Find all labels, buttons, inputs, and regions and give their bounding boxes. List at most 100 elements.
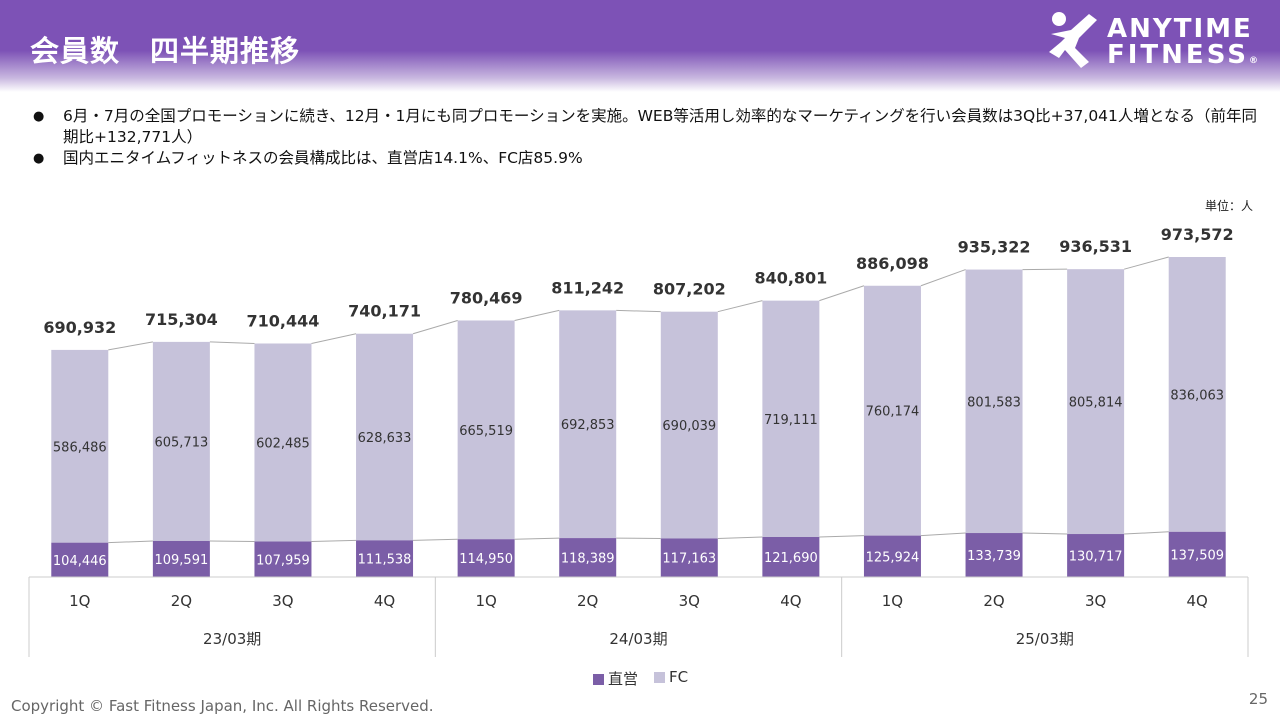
direct-value-label: 118,389 <box>561 552 615 567</box>
period-group-label: 23/03期 <box>203 630 261 648</box>
connector-line-direct <box>108 540 153 544</box>
connector-line-total <box>819 285 865 302</box>
logo-line1: ANYTIME <box>1107 14 1253 44</box>
connector-line-total <box>616 309 661 313</box>
connector-line-total <box>1123 256 1169 270</box>
direct-value-label: 125,924 <box>866 550 920 565</box>
fc-value-label: 836,063 <box>1170 388 1224 403</box>
x-tick-label: 3Q <box>1085 592 1106 610</box>
bar-direct <box>660 538 718 577</box>
total-value-label: 715,304 <box>145 310 218 329</box>
x-tick-label: 3Q <box>679 592 700 610</box>
bullet-item: 6月・7月の全国プロモーションに続き、12月・1月にも同プロモーションを実施。W… <box>33 106 1263 148</box>
total-value-label: 740,171 <box>348 302 421 321</box>
connector-line-direct <box>413 538 458 541</box>
connector-line-total <box>514 309 560 321</box>
bar-direct <box>559 538 617 577</box>
membership-stacked-bar-chart: 586,486 104,446 690,932 605,713 109,591 715,3… <box>28 225 1249 657</box>
bar-direct <box>863 535 921 577</box>
direct-value-label: 117,163 <box>662 552 716 567</box>
chart-legend: 直営 FC <box>593 668 688 689</box>
fc-value-label: 805,814 <box>1069 396 1123 411</box>
x-tick-label: 3Q <box>272 592 293 610</box>
running-man-icon <box>1049 12 1097 68</box>
bar-direct <box>152 540 210 577</box>
connector-line-direct <box>311 539 357 543</box>
bar-fc <box>457 320 515 540</box>
copyright-text: Copyright © Fast Fitness Japan, Inc. All… <box>11 697 434 715</box>
legend-swatch-fc <box>654 672 666 683</box>
bullet-list: 6月・7月の全国プロモーションに続き、12月・1月にも同プロモーションを実施。W… <box>33 106 1263 169</box>
x-tick-label: 2Q <box>577 592 598 610</box>
header-band: 会員数 四半期推移 ANYTIME FITNESS® <box>0 0 1280 92</box>
period-group-label: 25/03期 <box>1016 630 1074 648</box>
direct-value-label: 137,509 <box>1170 548 1224 563</box>
x-tick-label: 4Q <box>374 592 395 610</box>
connector-line-direct <box>717 536 763 539</box>
legend-swatch-direct <box>593 674 604 685</box>
bar-fc <box>762 300 820 538</box>
bar-fc <box>51 349 109 543</box>
connector-line-direct <box>920 532 966 537</box>
brand-logo: ANYTIME FITNESS® <box>1045 8 1270 74</box>
x-tick-label: 2Q <box>983 592 1004 610</box>
connector-line-direct <box>209 540 255 543</box>
connector-line-total <box>920 269 966 287</box>
registered-mark: ® <box>1248 56 1258 66</box>
bar-direct <box>762 537 820 577</box>
legend-item-fc: FC <box>654 668 688 689</box>
total-value-label: 811,242 <box>551 278 624 297</box>
total-value-label: 973,572 <box>1161 225 1234 244</box>
bar-direct <box>254 541 312 577</box>
fc-value-label: 690,039 <box>662 419 716 434</box>
x-tick-label: 2Q <box>171 592 192 610</box>
total-value-label: 807,202 <box>653 280 726 299</box>
fc-value-label: 586,486 <box>53 440 107 455</box>
total-value-label: 886,098 <box>856 254 929 273</box>
fc-value-label: 628,633 <box>358 431 412 446</box>
bar-fc <box>965 269 1023 534</box>
direct-value-label: 114,950 <box>459 552 513 567</box>
direct-value-label: 109,591 <box>154 553 208 568</box>
connector-line-total <box>209 341 255 344</box>
fc-value-label: 605,713 <box>154 435 208 450</box>
connector-line-direct <box>514 537 560 540</box>
direct-value-label: 130,717 <box>1069 550 1123 565</box>
fc-value-label: 602,485 <box>256 437 310 452</box>
bar-fc <box>254 343 312 542</box>
x-tick-label: 1Q <box>475 592 496 610</box>
total-value-label: 780,469 <box>450 288 523 307</box>
legend-item-direct: 直営 <box>593 668 638 689</box>
bar-direct <box>1067 534 1125 577</box>
bar-direct <box>356 540 414 577</box>
total-value-label: 936,531 <box>1059 237 1132 256</box>
total-value-label: 710,444 <box>247 311 320 330</box>
connector-line-direct <box>1022 532 1068 535</box>
bar-fc <box>1067 269 1125 535</box>
x-tick-label: 1Q <box>882 592 903 610</box>
connector-line-direct <box>819 535 864 538</box>
fc-value-label: 665,519 <box>459 424 513 439</box>
bullet-item: 国内エニタイムフィットネスの会員構成比は、直営店14.1%、FC店85.9% <box>33 148 1263 169</box>
fc-value-label: 801,583 <box>967 395 1021 410</box>
fc-value-label: 692,853 <box>561 418 615 433</box>
logo-line2: FITNESS® <box>1107 40 1258 70</box>
total-value-label: 840,801 <box>754 269 827 288</box>
connector-line-total <box>717 300 763 313</box>
bar-fc <box>1168 257 1226 532</box>
unit-label: 単位：人 <box>1204 199 1253 213</box>
x-tick-label: 1Q <box>69 592 90 610</box>
direct-value-label: 107,959 <box>256 553 310 568</box>
connector-line-total <box>412 319 458 335</box>
fc-value-label: 719,111 <box>764 413 818 428</box>
bar-fc <box>559 310 617 539</box>
connector-line-total <box>108 341 153 351</box>
connector-line-total <box>311 333 357 344</box>
bar-fc <box>660 311 718 539</box>
direct-value-label: 133,739 <box>967 549 1021 564</box>
bar-direct <box>457 539 515 577</box>
bar-direct <box>965 533 1023 577</box>
bar-fc <box>152 341 210 541</box>
page-title: 会員数 四半期推移 <box>30 34 301 68</box>
x-tick-label: 4Q <box>1187 592 1208 610</box>
